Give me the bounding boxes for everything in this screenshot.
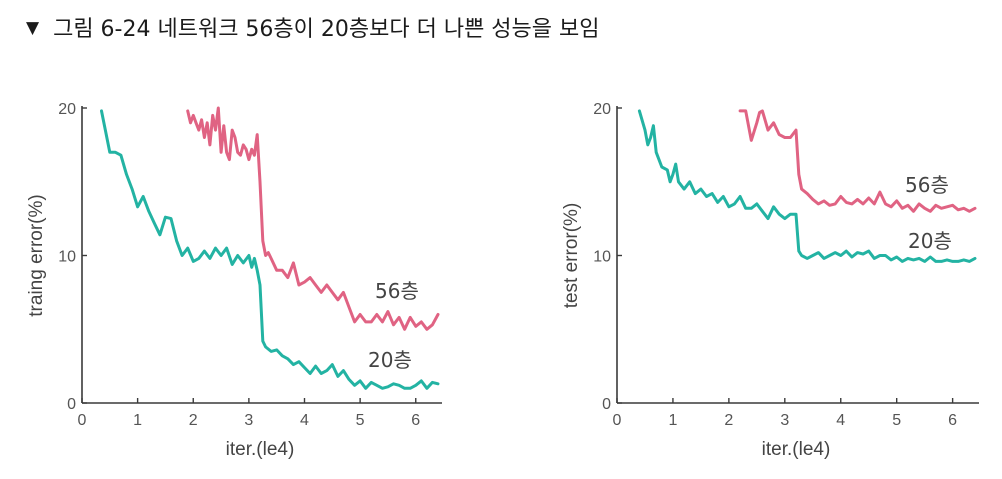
train-series-line-56 [186, 106, 440, 331]
figure-caption: ▼ 그림 6-24 네트워크 56층이 20층보다 더 나쁜 성능을 보임 [26, 10, 600, 44]
train-x-axis-label: iter.(le4) [226, 439, 295, 460]
test-y-axis-label: test error(%) [561, 203, 582, 309]
test-x-tick-label: 4 [836, 412, 845, 429]
train-x-tick-label: 2 [189, 412, 198, 429]
train-series-label-20: 20층 [368, 348, 412, 372]
train-y-tick-label: 20 [58, 101, 76, 118]
test-x-tick-label: 3 [780, 412, 789, 429]
train-x-tick-label: 0 [78, 412, 87, 429]
test-y-tick-label: 0 [602, 396, 611, 413]
test-series-label-20: 20층 [908, 229, 952, 253]
train-x-tick-label: 6 [411, 412, 420, 429]
train-series-label-56: 56층 [375, 279, 419, 303]
train-y-tick-label: 0 [67, 396, 76, 413]
test-x-axis-label: iter.(le4) [762, 439, 831, 460]
test-x-tick-label: 1 [668, 412, 677, 429]
test-y-tick-label: 10 [593, 249, 611, 266]
train-x-tick-label: 4 [300, 412, 309, 429]
train-y-axis-label: traing error(%) [26, 194, 47, 316]
caption-text: 그림 6-24 네트워크 56층이 20층보다 더 나쁜 성능을 보임 [53, 17, 600, 42]
train-x-tick-label: 5 [356, 412, 365, 429]
test-y-tick-label: 20 [593, 101, 611, 118]
test-x-tick-label: 2 [724, 412, 733, 429]
test-series-label-56: 56층 [905, 173, 949, 197]
test-x-tick-label: 5 [892, 412, 901, 429]
train-y-tick-label: 10 [58, 249, 76, 266]
train-series-line-20 [100, 109, 440, 390]
train-x-tick-label: 3 [244, 412, 253, 429]
triangle-down-icon: ▼ [26, 18, 40, 38]
test-x-tick-label: 6 [948, 412, 957, 429]
test-series-line-56 [738, 109, 977, 213]
test-series-line-20 [637, 109, 977, 263]
test-x-tick-label: 0 [613, 412, 622, 429]
training-error-chart: 0 1 2 3 4 5 6 0 10 20 iter.(le4) traing error(%) 56층… [26, 101, 442, 460]
train-x-tick-label: 1 [133, 412, 142, 429]
